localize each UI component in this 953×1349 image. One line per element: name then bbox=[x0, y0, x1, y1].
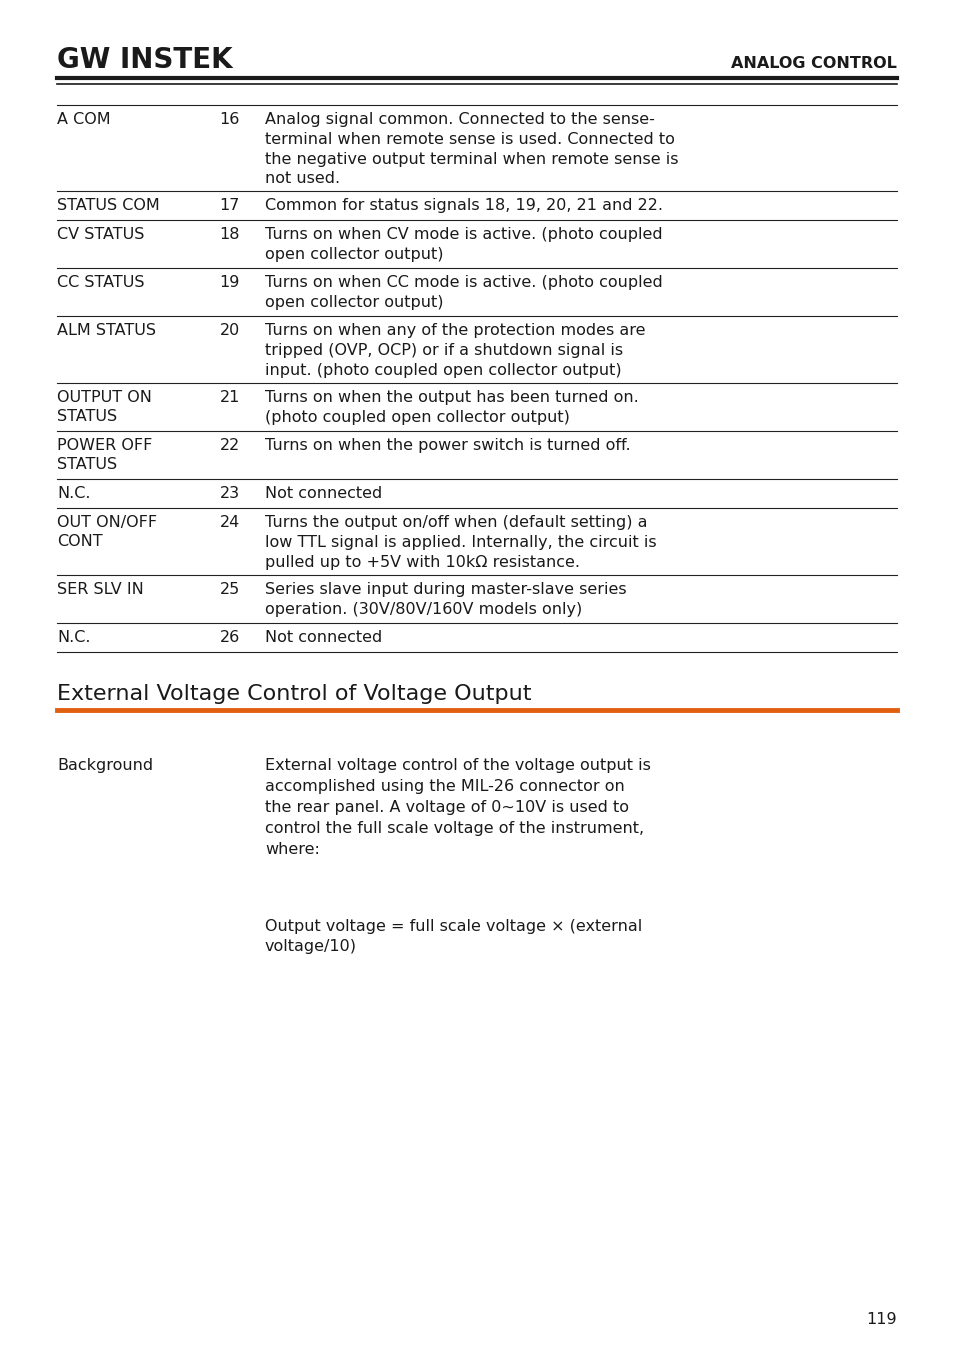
Text: External voltage control of the voltage output is
accomplished using the MIL-26 : External voltage control of the voltage … bbox=[265, 758, 650, 857]
Text: STATUS COM: STATUS COM bbox=[57, 198, 159, 213]
Text: Common for status signals 18, 19, 20, 21 and 22.: Common for status signals 18, 19, 20, 21… bbox=[265, 198, 662, 213]
Text: N.C.: N.C. bbox=[57, 630, 91, 645]
Text: 19: 19 bbox=[219, 275, 240, 290]
Text: 22: 22 bbox=[219, 438, 240, 453]
Text: 21: 21 bbox=[219, 390, 240, 405]
Text: N.C.: N.C. bbox=[57, 486, 91, 500]
Text: 25: 25 bbox=[219, 581, 240, 598]
Text: Turns on when the power switch is turned off.: Turns on when the power switch is turned… bbox=[265, 438, 630, 453]
Text: Not connected: Not connected bbox=[265, 630, 382, 645]
Text: Turns on when any of the protection modes are
tripped (OVP, OCP) or if a shutdow: Turns on when any of the protection mode… bbox=[265, 322, 645, 378]
Text: POWER OFF
STATUS: POWER OFF STATUS bbox=[57, 438, 152, 472]
Text: Turns on when the output has been turned on.
(photo coupled open collector outpu: Turns on when the output has been turned… bbox=[265, 390, 639, 425]
Text: 16: 16 bbox=[219, 112, 240, 127]
Text: 23: 23 bbox=[219, 486, 240, 500]
Text: Analog signal common. Connected to the sense-
terminal when remote sense is used: Analog signal common. Connected to the s… bbox=[265, 112, 678, 186]
Text: 24: 24 bbox=[219, 515, 240, 530]
Text: 119: 119 bbox=[865, 1313, 896, 1327]
Text: ALM STATUS: ALM STATUS bbox=[57, 322, 156, 339]
Text: 18: 18 bbox=[219, 227, 240, 241]
Text: CV STATUS: CV STATUS bbox=[57, 227, 144, 241]
Text: Turns the output on/off when (default setting) a
low TTL signal is applied. Inte: Turns the output on/off when (default se… bbox=[265, 515, 656, 569]
Text: OUTPUT ON
STATUS: OUTPUT ON STATUS bbox=[57, 390, 152, 424]
Text: 20: 20 bbox=[219, 322, 240, 339]
Text: Not connected: Not connected bbox=[265, 486, 382, 500]
Text: 17: 17 bbox=[219, 198, 240, 213]
Text: Turns on when CC mode is active. (photo coupled
open collector output): Turns on when CC mode is active. (photo … bbox=[265, 275, 662, 310]
Text: ANALOG CONTROL: ANALOG CONTROL bbox=[730, 57, 896, 71]
Text: CC STATUS: CC STATUS bbox=[57, 275, 144, 290]
Text: 26: 26 bbox=[219, 630, 240, 645]
Text: GW INSTEK: GW INSTEK bbox=[57, 46, 233, 74]
Text: Series slave input during master-slave series
operation. (30V/80V/160V models on: Series slave input during master-slave s… bbox=[265, 581, 626, 616]
Text: Turns on when CV mode is active. (photo coupled
open collector output): Turns on when CV mode is active. (photo … bbox=[265, 227, 662, 262]
Text: External Voltage Control of Voltage Output: External Voltage Control of Voltage Outp… bbox=[57, 684, 531, 704]
Text: Output voltage = full scale voltage × (external
voltage/10): Output voltage = full scale voltage × (e… bbox=[265, 919, 641, 955]
Text: SER SLV IN: SER SLV IN bbox=[57, 581, 144, 598]
Text: OUT ON/OFF
CONT: OUT ON/OFF CONT bbox=[57, 515, 157, 549]
Text: Background: Background bbox=[57, 758, 153, 773]
Text: A COM: A COM bbox=[57, 112, 111, 127]
